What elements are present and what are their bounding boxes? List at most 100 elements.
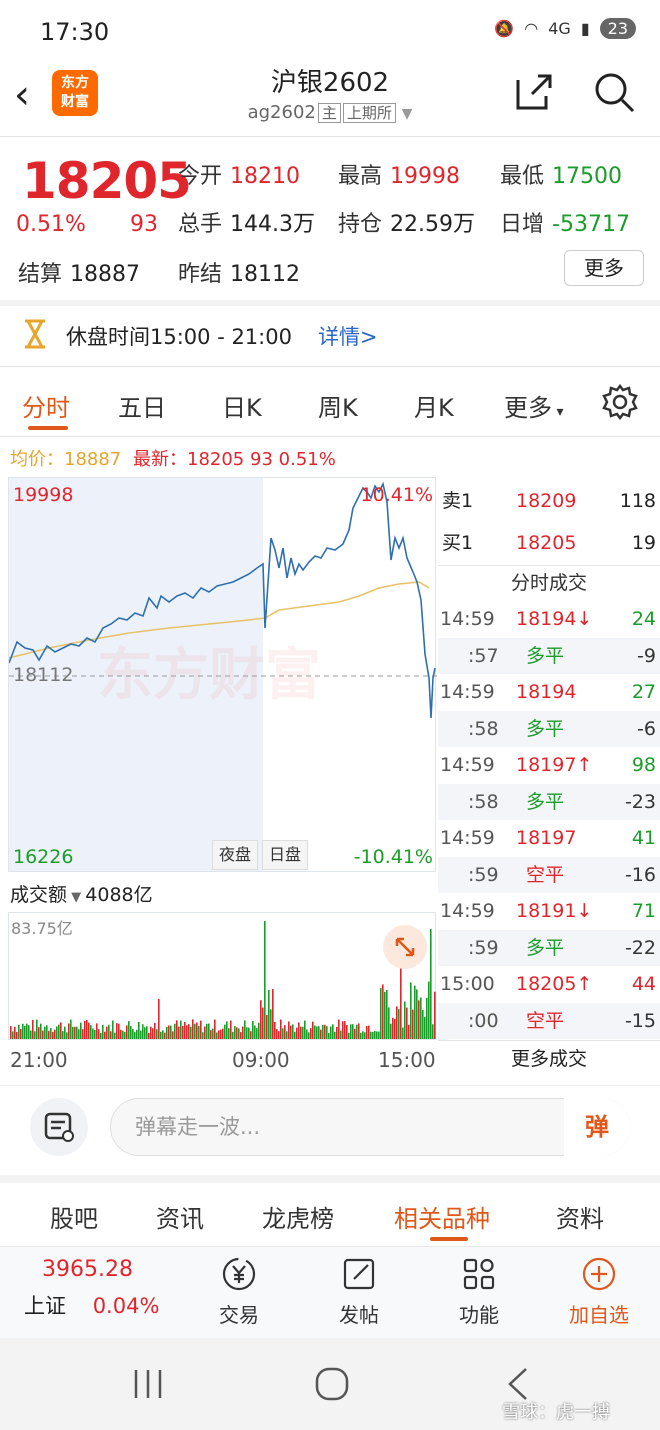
volume-bar	[106, 1026, 108, 1039]
more-quote-button[interactable]: 更多	[564, 250, 644, 286]
corner-watermark: 雪球：虎一搏	[502, 1402, 610, 1423]
back-nav-icon[interactable]	[504, 1366, 532, 1402]
tab-intraday[interactable]: 分时	[22, 394, 70, 422]
tab-forum[interactable]: 股吧	[50, 1205, 98, 1233]
volume-bar	[18, 1024, 20, 1039]
change-pct: 0.51%	[16, 212, 86, 237]
back-icon[interactable]: ‹	[14, 72, 30, 118]
volume-bar	[254, 1025, 256, 1039]
volume-bar	[344, 1021, 346, 1039]
volume-bar	[166, 1026, 168, 1039]
volume-bar	[266, 1014, 268, 1039]
volume-bar	[182, 1026, 184, 1039]
volume-bar	[236, 1027, 238, 1039]
volume-bar	[76, 1026, 78, 1039]
tick-row: 14:59 18197 41	[440, 827, 656, 849]
volume-bar	[72, 1026, 74, 1039]
tab-daily-k[interactable]: 日K	[222, 394, 262, 422]
recent-apps-icon[interactable]	[130, 1368, 166, 1400]
tab-news[interactable]: 资讯	[156, 1205, 204, 1233]
functions-button[interactable]: 功能	[434, 1255, 524, 1328]
notice-details-link[interactable]: 详情>	[318, 325, 378, 349]
home-icon[interactable]	[314, 1366, 350, 1402]
volume-header[interactable]: 成交额 ▼ 4088亿	[10, 884, 153, 906]
volume-bar	[310, 1028, 312, 1039]
open-interest-field: 持仓 22.59万	[338, 212, 475, 237]
volume-bar	[348, 1032, 350, 1039]
volume-bar	[248, 1027, 250, 1039]
more-ticks-link[interactable]: 更多成交	[438, 1040, 660, 1076]
volume-bar	[412, 1009, 414, 1039]
ask-row: 卖1 18209 118	[442, 490, 656, 512]
volume-bar	[316, 1026, 318, 1039]
search-icon[interactable]	[592, 70, 636, 114]
volume-bar	[120, 1029, 122, 1039]
danmaku-send-button[interactable]: 弹	[564, 1098, 630, 1156]
tab-five-day[interactable]: 五日	[118, 394, 166, 422]
volume-total: 4088亿	[85, 884, 153, 906]
tab-related[interactable]: 相关品种	[394, 1205, 490, 1233]
dropdown-icon: ▼	[401, 106, 413, 122]
last-price: 18205	[22, 152, 192, 210]
share-icon[interactable]	[512, 70, 556, 114]
volume-bar	[430, 929, 432, 1039]
volume-bar	[162, 1030, 164, 1039]
volume-bar	[398, 1009, 400, 1039]
volume-bar	[332, 1024, 334, 1039]
add-watchlist-button[interactable]: 加自选	[554, 1255, 644, 1328]
volume-bar	[64, 1026, 66, 1039]
tab-monthly-k[interactable]: 月K	[414, 394, 454, 422]
volume-bar	[52, 1031, 54, 1039]
divider	[0, 136, 660, 137]
tab-profile[interactable]: 资料	[556, 1205, 604, 1233]
volume-bar	[170, 1025, 172, 1039]
tick-row: :59 空平 -16	[438, 856, 660, 893]
volume-bar	[228, 1028, 230, 1039]
volume-bar	[196, 1022, 198, 1039]
avg-price-line: 均价：18887 最新：18205 93 0.51%	[10, 449, 336, 470]
volume-bar	[420, 997, 422, 1039]
volume-bar	[40, 1023, 42, 1039]
volume-bar	[156, 1029, 158, 1039]
volume-bar	[230, 1020, 232, 1039]
volume-bar	[432, 1024, 434, 1039]
volume-bar	[194, 1023, 196, 1039]
tab-dragon-tiger[interactable]: 龙虎榜	[262, 1205, 334, 1233]
volume-bar	[126, 1025, 128, 1039]
intraday-chart[interactable]: 东方财富 19998 10.41% 18112 16226 -10.41%	[8, 477, 437, 872]
expand-icon[interactable]	[383, 925, 427, 969]
night-session-button[interactable]: 夜盘	[212, 840, 259, 870]
volume-bar	[382, 984, 384, 1039]
danmaku-input[interactable]: 弹幕走一波...	[110, 1098, 630, 1156]
volume-bar	[122, 1030, 124, 1039]
open-field: 今开 18210	[178, 164, 301, 189]
post-button[interactable]: 发帖	[314, 1255, 404, 1328]
volume-bar	[176, 1020, 178, 1039]
volume-bar	[216, 1032, 218, 1039]
volume-bar	[66, 1032, 68, 1039]
volume-bar	[86, 1020, 88, 1039]
volume-bar	[292, 1024, 294, 1039]
index-name: 上证	[24, 1294, 66, 1318]
tick-row: 14:59 18191↓ 71	[440, 900, 656, 922]
volume-bar	[274, 1021, 276, 1039]
volume-bar	[286, 1031, 288, 1039]
volume-bar	[368, 1025, 370, 1039]
volume-bar	[312, 1021, 314, 1039]
contract-subtitle[interactable]: ag2602 主上期所 ▼	[0, 102, 660, 123]
tab-more[interactable]: 更多 ▾	[504, 394, 564, 422]
day-session-button[interactable]: 日盘	[262, 840, 309, 870]
status-icons: 🔕 ◠ 4G ▮ 23	[494, 18, 636, 39]
tick-row: :00 空平 -15	[438, 1002, 660, 1039]
volume-bar	[380, 988, 382, 1039]
volume-bar	[190, 1026, 192, 1039]
tab-weekly-k[interactable]: 周K	[318, 394, 358, 422]
volume-bar	[330, 1026, 332, 1039]
index-ticker[interactable]: 3965.28 上证 0.04%	[24, 1257, 184, 1320]
comment-settings-icon[interactable]	[30, 1098, 88, 1156]
settings-icon[interactable]	[602, 384, 638, 420]
volume-bar	[36, 1019, 38, 1039]
trade-button[interactable]: 交易	[194, 1255, 284, 1328]
volume-bar	[50, 1028, 52, 1039]
volume-bar	[256, 1028, 258, 1039]
